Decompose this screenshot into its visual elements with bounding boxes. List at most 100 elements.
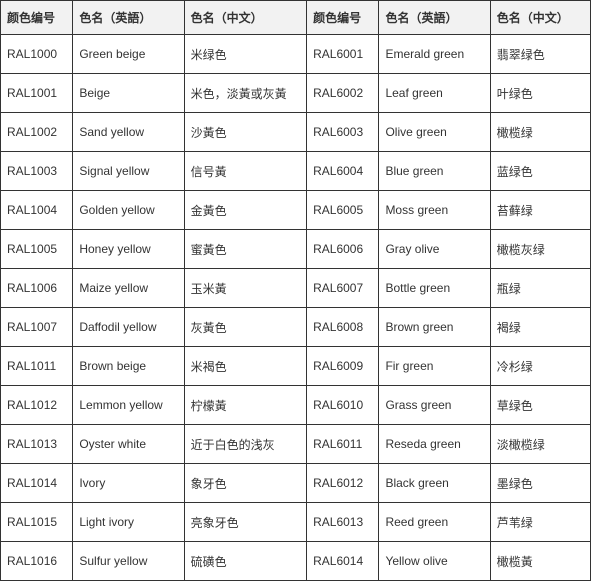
table-row: RAL1012Lemmon yellow柠檬黃RAL6010Grass gree… [1,386,591,425]
cell-cn1: 金黃色 [184,191,306,230]
header-cn2: 色名（中文） [490,1,590,35]
table-row: RAL1013Oyster white近于白色的浅灰RAL6011Reseda … [1,425,591,464]
cell-code2: RAL6006 [307,230,379,269]
cell-cn2: 褐绿 [490,308,590,347]
header-code1: 颜色编号 [1,1,73,35]
cell-cn2: 蓝绿色 [490,152,590,191]
table-row: RAL1004Golden yellow金黃色RAL6005Moss green… [1,191,591,230]
cell-en1: Ivory [73,464,184,503]
cell-code2: RAL6002 [307,74,379,113]
cell-en2: Moss green [379,191,490,230]
table-row: RAL1005Honey yellow蜜黃色RAL6006Gray olive橄… [1,230,591,269]
cell-en1: Sulfur yellow [73,542,184,581]
cell-cn2: 瓶绿 [490,269,590,308]
cell-cn2: 叶绿色 [490,74,590,113]
cell-code1: RAL1004 [1,191,73,230]
table-row: RAL1014Ivory象牙色RAL6012Black green墨绿色 [1,464,591,503]
cell-cn1: 信号黃 [184,152,306,191]
header-code2: 颜色编号 [307,1,379,35]
cell-en2: Reseda green [379,425,490,464]
cell-en1: Signal yellow [73,152,184,191]
cell-en1: Sand yellow [73,113,184,152]
cell-en1: Green beige [73,35,184,74]
table-row: RAL1006Maize yellow玉米黃RAL6007Bottle gree… [1,269,591,308]
cell-en1: Golden yellow [73,191,184,230]
cell-code1: RAL1016 [1,542,73,581]
cell-cn1: 灰黃色 [184,308,306,347]
cell-en2: Grass green [379,386,490,425]
cell-cn1: 柠檬黃 [184,386,306,425]
cell-code1: RAL1006 [1,269,73,308]
cell-code2: RAL6012 [307,464,379,503]
cell-code1: RAL1011 [1,347,73,386]
cell-en1: Honey yellow [73,230,184,269]
header-cn1: 色名（中文） [184,1,306,35]
table-row: RAL1007Daffodil yellow灰黃色RAL6008Brown gr… [1,308,591,347]
header-row: 颜色编号 色名（英語） 色名（中文） 颜色编号 色名（英語） 色名（中文） [1,1,591,35]
cell-en1: Daffodil yellow [73,308,184,347]
cell-code1: RAL1002 [1,113,73,152]
cell-code1: RAL1000 [1,35,73,74]
cell-cn1: 米色，淡黃或灰黃 [184,74,306,113]
table-row: RAL1003Signal yellow信号黃RAL6004Blue green… [1,152,591,191]
cell-en1: Lemmon yellow [73,386,184,425]
cell-cn2: 橄榄绿 [490,113,590,152]
cell-code2: RAL6009 [307,347,379,386]
cell-en1: Oyster white [73,425,184,464]
color-table: 颜色编号 色名（英語） 色名（中文） 颜色编号 色名（英語） 色名（中文） RA… [0,0,591,581]
cell-en2: Olive green [379,113,490,152]
cell-cn1: 象牙色 [184,464,306,503]
cell-cn1: 亮象牙色 [184,503,306,542]
cell-code2: RAL6005 [307,191,379,230]
cell-en1: Maize yellow [73,269,184,308]
cell-en2: Leaf green [379,74,490,113]
cell-en1: Beige [73,74,184,113]
cell-code1: RAL1015 [1,503,73,542]
cell-code2: RAL6014 [307,542,379,581]
cell-code1: RAL1012 [1,386,73,425]
table-row: RAL1002Sand yellow沙黃色RAL6003Olive green橄… [1,113,591,152]
cell-code1: RAL1001 [1,74,73,113]
cell-cn2: 冷杉绿 [490,347,590,386]
table-row: RAL1000Green beige米绿色RAL6001Emerald gree… [1,35,591,74]
cell-code1: RAL1007 [1,308,73,347]
cell-cn2: 橄榄灰绿 [490,230,590,269]
cell-code2: RAL6013 [307,503,379,542]
cell-en2: Yellow olive [379,542,490,581]
cell-en2: Black green [379,464,490,503]
cell-code1: RAL1014 [1,464,73,503]
cell-cn1: 玉米黃 [184,269,306,308]
cell-cn2: 墨绿色 [490,464,590,503]
cell-cn2: 苔藓绿 [490,191,590,230]
cell-code2: RAL6004 [307,152,379,191]
table-row: RAL1011Brown beige米褐色RAL6009Fir green冷杉绿 [1,347,591,386]
cell-code2: RAL6011 [307,425,379,464]
header-en1: 色名（英語） [73,1,184,35]
cell-en2: Brown green [379,308,490,347]
table-row: RAL1016Sulfur yellow硫磺色RAL6014Yellow oli… [1,542,591,581]
cell-en2: Gray olive [379,230,490,269]
cell-code1: RAL1005 [1,230,73,269]
cell-code2: RAL6003 [307,113,379,152]
cell-en1: Light ivory [73,503,184,542]
header-en2: 色名（英語） [379,1,490,35]
cell-code1: RAL1003 [1,152,73,191]
cell-cn2: 翡翠绿色 [490,35,590,74]
table-row: RAL1015Light ivory亮象牙色RAL6013Reed green芦… [1,503,591,542]
table-row: RAL1001Beige米色，淡黃或灰黃RAL6002Leaf green叶绿色 [1,74,591,113]
cell-cn2: 淡橄榄绿 [490,425,590,464]
cell-cn1: 硫磺色 [184,542,306,581]
cell-en2: Reed green [379,503,490,542]
cell-en2: Fir green [379,347,490,386]
cell-cn1: 米褐色 [184,347,306,386]
cell-cn1: 沙黃色 [184,113,306,152]
cell-cn2: 橄榄黃 [490,542,590,581]
cell-cn2: 芦苇绿 [490,503,590,542]
cell-en2: Bottle green [379,269,490,308]
cell-code1: RAL1013 [1,425,73,464]
cell-code2: RAL6008 [307,308,379,347]
cell-cn1: 近于白色的浅灰 [184,425,306,464]
cell-code2: RAL6007 [307,269,379,308]
cell-code2: RAL6001 [307,35,379,74]
cell-code2: RAL6010 [307,386,379,425]
